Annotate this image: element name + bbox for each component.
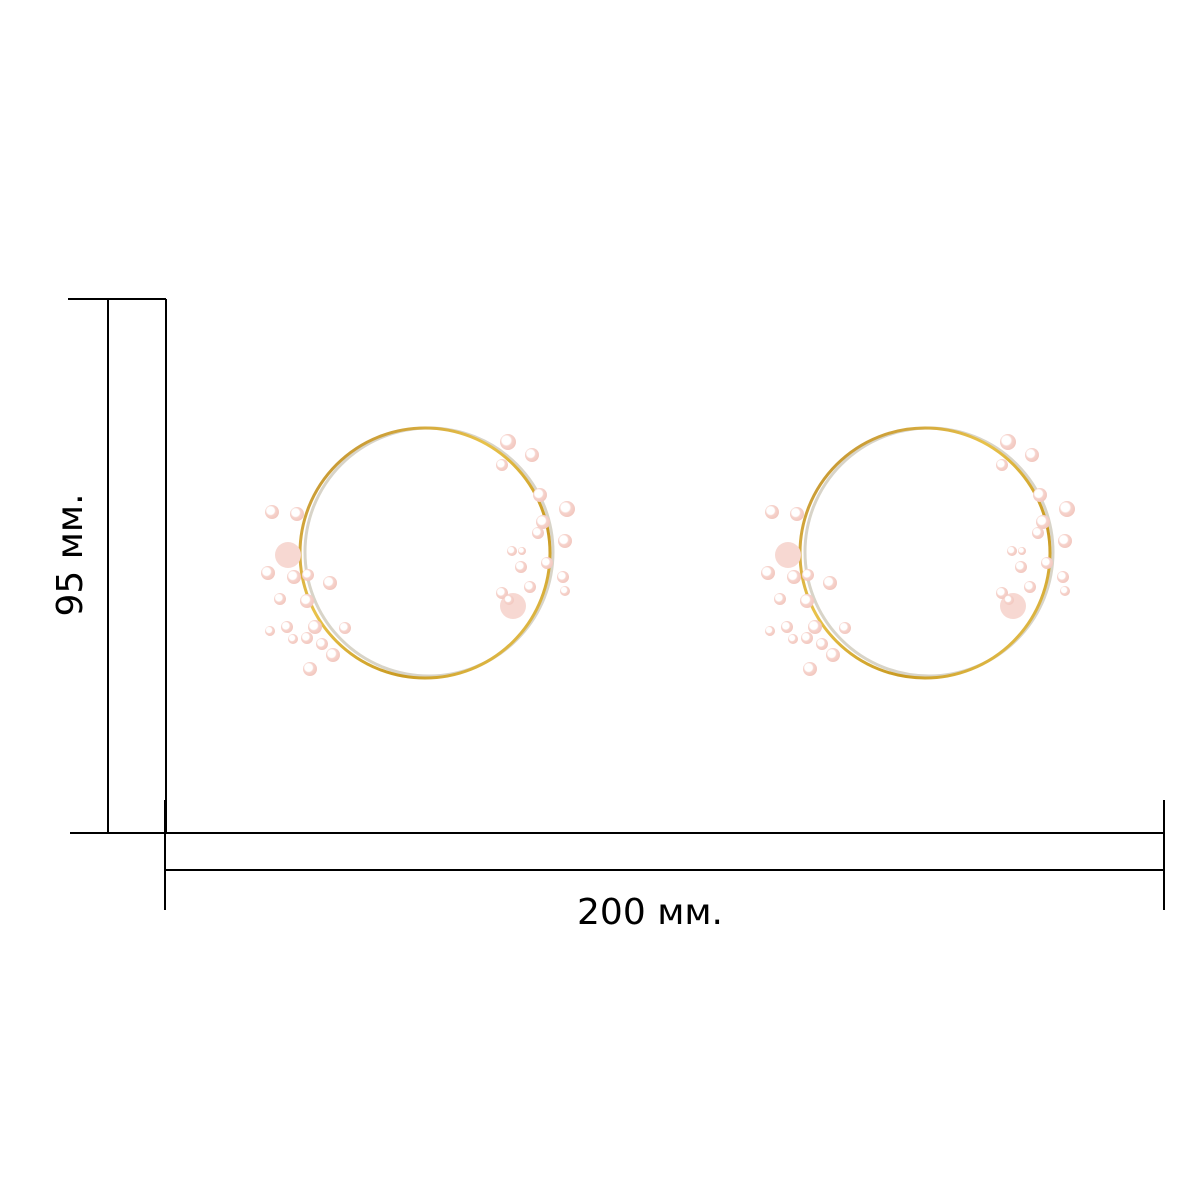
pearl — [1057, 571, 1069, 583]
pearl — [323, 576, 337, 590]
pearl — [275, 542, 301, 568]
pearl — [541, 557, 553, 569]
right-earring — [761, 426, 1075, 680]
pearl — [303, 662, 317, 676]
pearl — [823, 576, 837, 590]
left-earring — [261, 426, 575, 680]
pearl — [787, 570, 801, 584]
width-dimension — [164, 800, 1165, 910]
pearl — [560, 586, 570, 596]
pearl — [1033, 488, 1047, 502]
pearl — [775, 542, 801, 568]
pearl — [496, 587, 508, 599]
pearl — [826, 648, 840, 662]
pearl — [524, 581, 536, 593]
pearl — [532, 527, 544, 539]
pearl — [507, 546, 517, 556]
pearl — [558, 534, 572, 548]
pearl — [996, 587, 1008, 599]
pearl — [765, 505, 779, 519]
pearl — [496, 459, 508, 471]
pearl — [515, 561, 527, 573]
pearl — [265, 626, 275, 636]
pearl — [1000, 434, 1016, 450]
pearl — [803, 662, 817, 676]
earrings — [261, 426, 1075, 680]
pearl — [790, 507, 804, 521]
pearl — [518, 547, 526, 555]
width-label: 200 мм. — [577, 892, 723, 933]
pearl — [1025, 448, 1039, 462]
pearl — [765, 626, 775, 636]
pearl — [1018, 547, 1026, 555]
pearl — [1015, 561, 1027, 573]
pearl — [525, 448, 539, 462]
pearl — [1036, 515, 1050, 529]
pearl — [1041, 557, 1053, 569]
pearl — [265, 505, 279, 519]
pearl — [316, 638, 328, 650]
pearl — [1007, 546, 1017, 556]
pearl — [1004, 595, 1014, 605]
pearl — [302, 569, 314, 581]
height-dimension — [68, 298, 167, 834]
pearl — [261, 566, 275, 580]
pearl — [996, 459, 1008, 471]
pearl — [301, 632, 313, 644]
height-label: 95 мм. — [50, 493, 91, 616]
pearl — [1058, 534, 1072, 548]
pearl — [504, 595, 514, 605]
pearl — [801, 632, 813, 644]
pearl — [781, 621, 793, 633]
pearl — [1032, 527, 1044, 539]
pearl — [536, 515, 550, 529]
pearl — [808, 620, 822, 634]
pearl — [839, 622, 851, 634]
pearl — [287, 570, 301, 584]
pearl — [1060, 586, 1070, 596]
pearl — [816, 638, 828, 650]
pearl — [761, 566, 775, 580]
pearl — [339, 622, 351, 634]
pearl — [559, 501, 575, 517]
pearl — [274, 593, 286, 605]
pearl — [500, 434, 516, 450]
pearl — [300, 594, 314, 608]
pearl — [557, 571, 569, 583]
pearl — [774, 593, 786, 605]
pearl — [802, 569, 814, 581]
pearl — [800, 594, 814, 608]
pearl — [533, 488, 547, 502]
pearl — [326, 648, 340, 662]
pearl — [290, 507, 304, 521]
pearl — [288, 634, 298, 644]
pearl — [308, 620, 322, 634]
pearl — [1059, 501, 1075, 517]
pearl — [788, 634, 798, 644]
pearl — [281, 621, 293, 633]
pearl — [1024, 581, 1036, 593]
